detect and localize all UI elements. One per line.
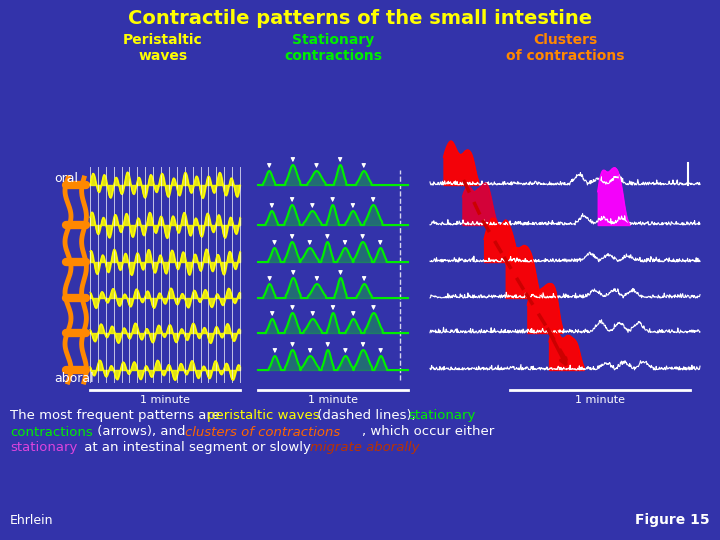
- Text: oral: oral: [54, 172, 78, 185]
- Text: clusters of contractions: clusters of contractions: [185, 426, 341, 438]
- Text: Ehrlein: Ehrlein: [10, 514, 53, 526]
- Text: Peristaltic
waves: Peristaltic waves: [123, 33, 203, 63]
- Text: contractions: contractions: [10, 426, 93, 438]
- Text: (arrows), and: (arrows), and: [93, 426, 190, 438]
- Text: 1 minute: 1 minute: [308, 395, 358, 405]
- Text: peristaltic waves: peristaltic waves: [207, 409, 320, 422]
- Text: Figure 15: Figure 15: [635, 513, 710, 527]
- Text: at an intestinal segment or slowly: at an intestinal segment or slowly: [80, 442, 315, 455]
- Text: 1 minute: 1 minute: [140, 395, 190, 405]
- Text: 1 minute: 1 minute: [575, 395, 625, 405]
- Text: stationary: stationary: [408, 409, 475, 422]
- Text: stationary: stationary: [10, 442, 77, 455]
- Text: migrate aborally: migrate aborally: [310, 442, 420, 455]
- Text: , which occur either: , which occur either: [362, 426, 494, 438]
- Text: Stationary
contractions: Stationary contractions: [284, 33, 382, 63]
- Text: Contractile patterns of the small intestine: Contractile patterns of the small intest…: [128, 9, 592, 28]
- Text: aboral: aboral: [54, 372, 94, 384]
- Text: Clusters
of contractions: Clusters of contractions: [505, 33, 624, 63]
- Text: (dashed lines),: (dashed lines),: [313, 409, 420, 422]
- Text: The most frequent patterns are: The most frequent patterns are: [10, 409, 224, 422]
